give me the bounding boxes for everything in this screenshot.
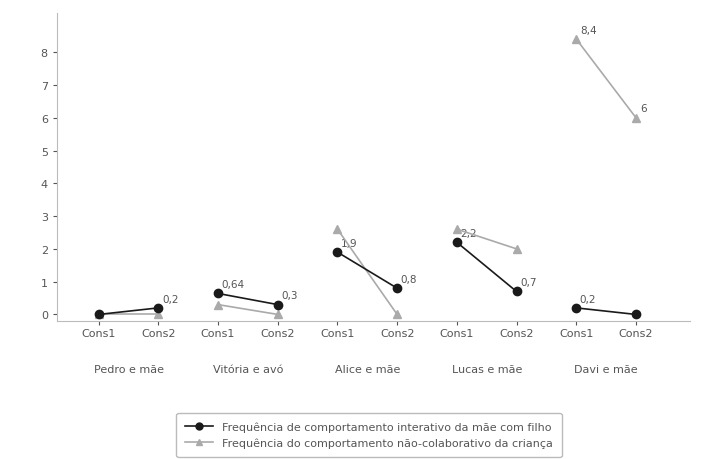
Text: 6: 6: [640, 104, 647, 114]
Text: Pedro e mãe: Pedro e mãe: [94, 364, 164, 375]
Text: Alice e mãe: Alice e mãe: [335, 364, 400, 375]
Text: 0,2: 0,2: [162, 294, 178, 304]
Text: 0,2: 0,2: [580, 294, 597, 304]
Text: Davi e mãe: Davi e mãe: [574, 364, 638, 375]
Text: 0,8: 0,8: [401, 274, 417, 284]
Text: Vitória e avó: Vitória e avó: [213, 364, 283, 375]
Text: 2,2: 2,2: [461, 229, 477, 239]
Text: 0,3: 0,3: [282, 291, 298, 301]
Text: 0,7: 0,7: [520, 278, 537, 288]
Text: Lucas e mãe: Lucas e mãe: [451, 364, 522, 375]
Text: 8,4: 8,4: [580, 26, 597, 36]
Text: 0,64: 0,64: [222, 280, 245, 290]
Text: 1,9: 1,9: [341, 238, 358, 248]
Legend: Frequência de comportamento interativo da mãe com filho, Frequência do comportam: Frequência de comportamento interativo d…: [176, 413, 562, 457]
